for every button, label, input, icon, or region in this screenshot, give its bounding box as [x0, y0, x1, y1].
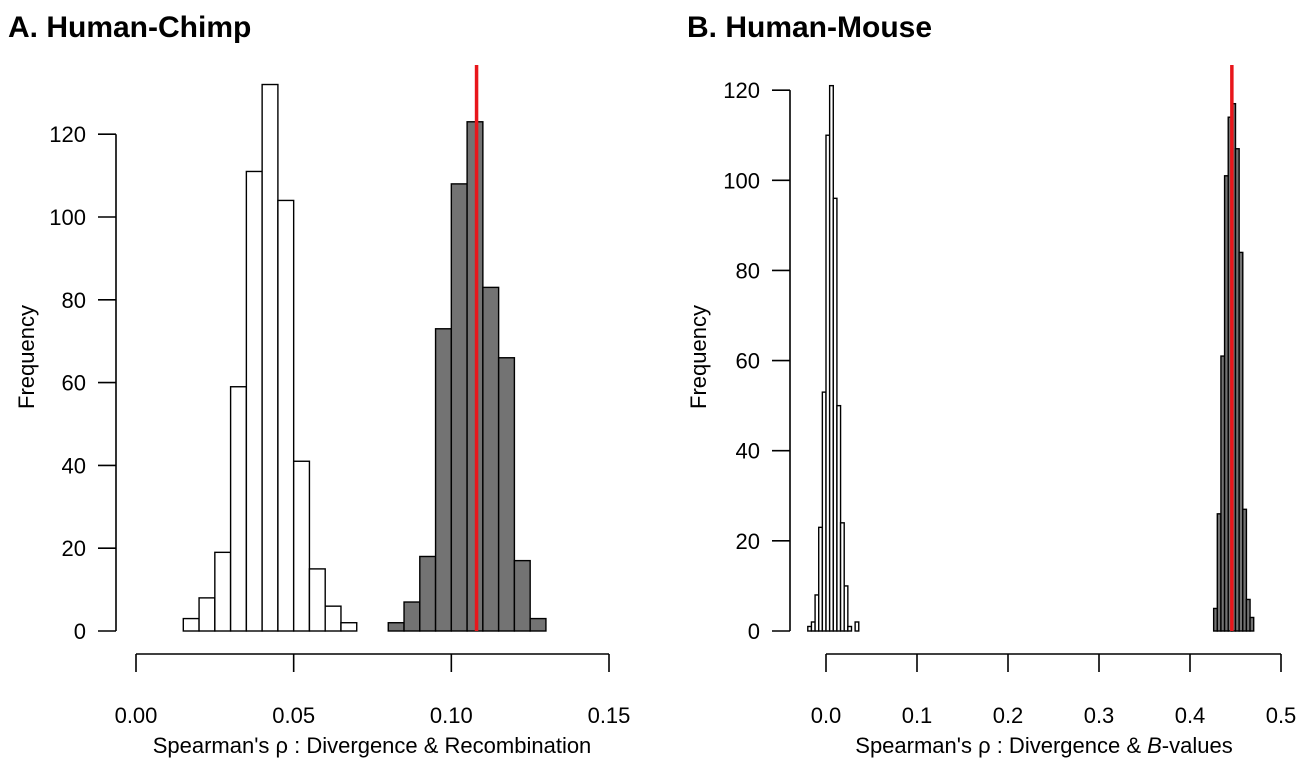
panel-a-series-1-bar	[308, 568, 326, 632]
panel-b-x-axis-label-suffix: -values	[1162, 733, 1233, 758]
panel-b-y-axis-label: Frequency	[686, 305, 711, 409]
panel-b-x-axis-label-italic: B	[1147, 733, 1162, 758]
panel-b-bars	[807, 65, 1255, 632]
panel-b-x-tick-label: 0.4	[1175, 703, 1206, 728]
panel-b-x-tick-label: 0.5	[1266, 703, 1297, 728]
panel-b-y-tick-label: 40	[736, 439, 760, 464]
panel-b-y-tick-label: 0	[748, 619, 760, 644]
panel-b-series-2-bar	[1245, 598, 1251, 632]
panel-b-series-1-bar	[839, 522, 845, 632]
panel-b-series-1-bar	[847, 625, 853, 632]
panel-a-y-tick-label: 20	[62, 536, 86, 561]
panel-a-series-2-bar	[513, 559, 531, 632]
panel-a-series-2-bar	[434, 328, 453, 632]
panel-a-x-tick-label: 0.00	[115, 703, 158, 728]
panel-a-series-1-bar	[340, 622, 358, 632]
panel-b-series-1-bar	[843, 585, 849, 632]
panel-a-title: A. Human-Chimp	[8, 11, 251, 44]
panel-a-series-1-bar	[324, 605, 342, 632]
panel-b-series-1-bar	[836, 404, 842, 632]
panel-b-y-tick-label: 80	[736, 258, 760, 283]
panel-a-series-1-bar	[292, 460, 311, 632]
panel-b-x-axis-label-prefix: Spearman's ρ : Divergence &	[855, 733, 1147, 758]
panel-b-series-2-bar	[1249, 616, 1255, 632]
panel-a-x-tick-label: 0.05	[272, 703, 315, 728]
panel-b-x-tick-label: 0.2	[993, 703, 1024, 728]
panel-b-series-2-bar	[1238, 251, 1244, 632]
panel-b-series-2-bar	[1242, 508, 1248, 632]
panel-b-y-tick-label: 100	[723, 168, 760, 193]
panel-a-bars	[182, 65, 547, 632]
panel-a-series-1-bar	[182, 617, 200, 632]
panel-b-x-tick-label: 0.1	[902, 703, 933, 728]
panel-b-y-tick-label: 20	[736, 529, 760, 554]
panel-a-y-tick-label: 80	[62, 288, 86, 313]
panel-a-series-1-bar	[198, 597, 216, 632]
panel-b-title: B. Human-Mouse	[687, 11, 932, 44]
panel-a-series-1-bar	[229, 386, 248, 632]
panel-a-x-axis-label: Spearman's ρ : Divergence & Recombinatio…	[153, 733, 592, 758]
panel-a-y-axis: 0 20 40 60 80 100 120	[49, 122, 117, 644]
panel-b-y-axis: 0 20 40 60 80 100 120	[723, 78, 791, 644]
panel-a-y-axis-label: Frequency	[14, 305, 39, 409]
panel-a-series-2-bar	[450, 183, 468, 632]
panel-a-series-1-bar	[277, 199, 295, 632]
panel-b-series-1-bar	[854, 621, 860, 632]
panel-a-series-1-bar	[261, 83, 279, 632]
panel-a-x-tick-label: 0.10	[430, 703, 473, 728]
panel-a-series-2-bar	[403, 601, 421, 632]
panel-a-y-tick-label: 60	[62, 371, 86, 396]
panel-a-y-tick-label: 0	[74, 619, 86, 644]
panel-a-x-tick-label: 0.15	[588, 703, 631, 728]
panel-b-y-tick-label: 120	[723, 78, 760, 103]
panel-a-series-2-bar	[529, 617, 547, 632]
panel-a-series-1-bar	[245, 170, 263, 632]
panel-a-series-2-bar	[482, 286, 500, 632]
panel-a-y-tick-label: 100	[49, 205, 86, 230]
panel-a-series-1-bar	[214, 551, 232, 632]
panel-a-series-2-bar	[419, 555, 437, 632]
panel-a-y-tick-label: 120	[49, 122, 86, 147]
panel-b-x-axis: 0.0 0.1 0.2 0.3 0.4 0.5	[811, 653, 1297, 728]
panel-b-x-tick-label: 0.3	[1084, 703, 1115, 728]
panel-human-mouse: B. Human-Mouse 0 20 40 60 80 100 120 0.0 0.1 0.2…	[686, 11, 1296, 758]
panel-b-x-axis-label: Spearman's ρ : Divergence & B-values	[855, 733, 1232, 758]
panel-a-y-tick-label: 40	[62, 453, 86, 478]
panel-a-series-2-bar	[387, 622, 405, 632]
panel-a-x-axis: 0.00 0.05 0.10 0.15	[115, 653, 631, 728]
panel-b-x-tick-label: 0.0	[811, 703, 842, 728]
panel-b-y-tick-label: 60	[736, 349, 760, 374]
panel-a-series-2-bar	[497, 357, 516, 632]
